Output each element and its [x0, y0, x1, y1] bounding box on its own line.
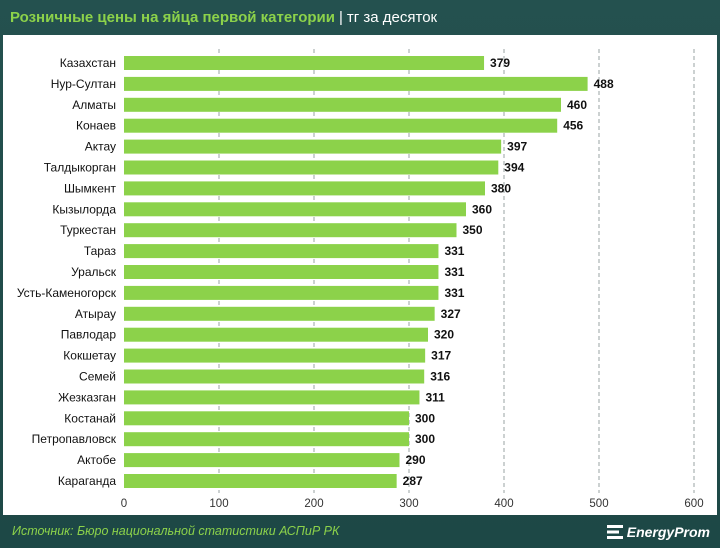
- bar-19: [124, 453, 400, 468]
- bar-6: [124, 181, 485, 196]
- x-tick-label-600: 600: [684, 498, 703, 510]
- category-label-19: Актобе: [77, 453, 116, 467]
- category-label-2: Алматы: [72, 98, 116, 112]
- value-label-18: 300: [415, 432, 435, 446]
- x-tick-label-500: 500: [589, 498, 608, 510]
- value-label-5: 394: [504, 161, 524, 175]
- category-label-13: Павлодар: [61, 328, 117, 342]
- bar-9: [124, 244, 439, 259]
- value-label-7: 360: [472, 202, 492, 216]
- category-label-12: Атырау: [75, 307, 116, 321]
- category-label-0: Казахстан: [60, 56, 116, 70]
- value-label-13: 320: [434, 328, 454, 342]
- value-label-20: 287: [403, 474, 423, 488]
- bar-14: [124, 348, 426, 363]
- x-tick-label-100: 100: [209, 498, 228, 510]
- title-unit: тг за десяток: [346, 9, 438, 26]
- bar-7: [124, 202, 466, 217]
- x-tick-label-300: 300: [399, 498, 418, 510]
- source-note: Источник: Бюро национальной статистики А…: [12, 524, 340, 538]
- value-label-11: 331: [444, 286, 464, 300]
- bar-11: [124, 285, 439, 300]
- bar-13: [124, 327, 428, 342]
- bar-10: [124, 265, 439, 279]
- value-label-1: 488: [594, 77, 614, 91]
- value-label-10: 331: [444, 265, 464, 279]
- category-label-18: Петропавловск: [32, 432, 117, 446]
- logo-text: EnergyProm: [626, 524, 710, 540]
- bar-0: [124, 56, 485, 70]
- category-label-14: Кокшетау: [63, 349, 116, 363]
- chart-title: Розничные цены на яйца первой категории |…: [10, 6, 437, 30]
- value-label-3: 456: [563, 119, 583, 133]
- category-label-6: Шымкент: [64, 181, 117, 195]
- bar-18: [124, 432, 409, 447]
- x-tick-label-200: 200: [304, 498, 323, 510]
- value-label-14: 317: [431, 349, 451, 363]
- category-label-3: Конаев: [76, 119, 116, 133]
- category-label-7: Кызылорда: [52, 202, 116, 216]
- value-label-17: 300: [415, 411, 435, 425]
- value-label-15: 316: [430, 370, 450, 384]
- value-label-4: 397: [507, 140, 527, 154]
- value-label-6: 380: [491, 181, 511, 195]
- category-label-17: Костанай: [64, 411, 116, 425]
- value-label-12: 327: [441, 307, 461, 321]
- logo-mark-icon: [606, 525, 623, 539]
- x-tick-label-400: 400: [494, 498, 513, 510]
- category-label-11: Усть-Каменогорск: [17, 286, 117, 300]
- bar-20: [124, 474, 397, 488]
- axis-layer: 0 100 200 300 400 500 600: [121, 498, 704, 510]
- bar-3: [124, 118, 558, 133]
- value-label-8: 350: [463, 223, 483, 237]
- plot-area: Казахстан 379 Нур-Султан 488 Алматы 460 Конаев…: [3, 35, 717, 515]
- title-separator: |: [338, 9, 343, 26]
- x-tick-label-0: 0: [121, 498, 127, 510]
- bar-8: [124, 223, 457, 238]
- category-label-9: Тараз: [84, 244, 117, 258]
- bar-chart: Казахстан 379 Нур-Султан 488 Алматы 460 Конаев…: [17, 49, 704, 510]
- bar-15: [124, 369, 425, 384]
- label-layer: Казахстан 379 Нур-Султан 488 Алматы 460 Конаев…: [17, 56, 614, 488]
- category-label-20: Караганда: [58, 474, 116, 488]
- bar-16: [124, 390, 420, 405]
- category-label-5: Талдыкорган: [44, 161, 116, 175]
- category-label-15: Семей: [79, 370, 116, 384]
- value-label-0: 379: [490, 56, 510, 70]
- energyprom-logo: EnergyProm: [606, 520, 710, 544]
- bar-1: [124, 76, 588, 91]
- category-label-1: Нур-Султан: [51, 77, 116, 91]
- title-main: Розничные цены на яйца первой категории: [10, 9, 335, 26]
- bar-layer: [124, 56, 588, 488]
- value-label-19: 290: [406, 453, 426, 467]
- bar-4: [124, 139, 502, 154]
- footer: Источник: Бюро национальной статистики А…: [0, 515, 720, 548]
- value-label-9: 331: [444, 244, 464, 258]
- bar-5: [124, 160, 499, 175]
- category-label-8: Туркестан: [60, 223, 116, 237]
- value-label-16: 311: [425, 390, 445, 404]
- value-label-2: 460: [567, 98, 587, 112]
- bar-17: [124, 411, 409, 426]
- category-label-10: Уральск: [71, 265, 117, 279]
- bar-2: [124, 97, 561, 112]
- category-label-4: Актау: [85, 140, 116, 154]
- category-label-16: Жезказган: [58, 390, 116, 404]
- bar-12: [124, 306, 435, 321]
